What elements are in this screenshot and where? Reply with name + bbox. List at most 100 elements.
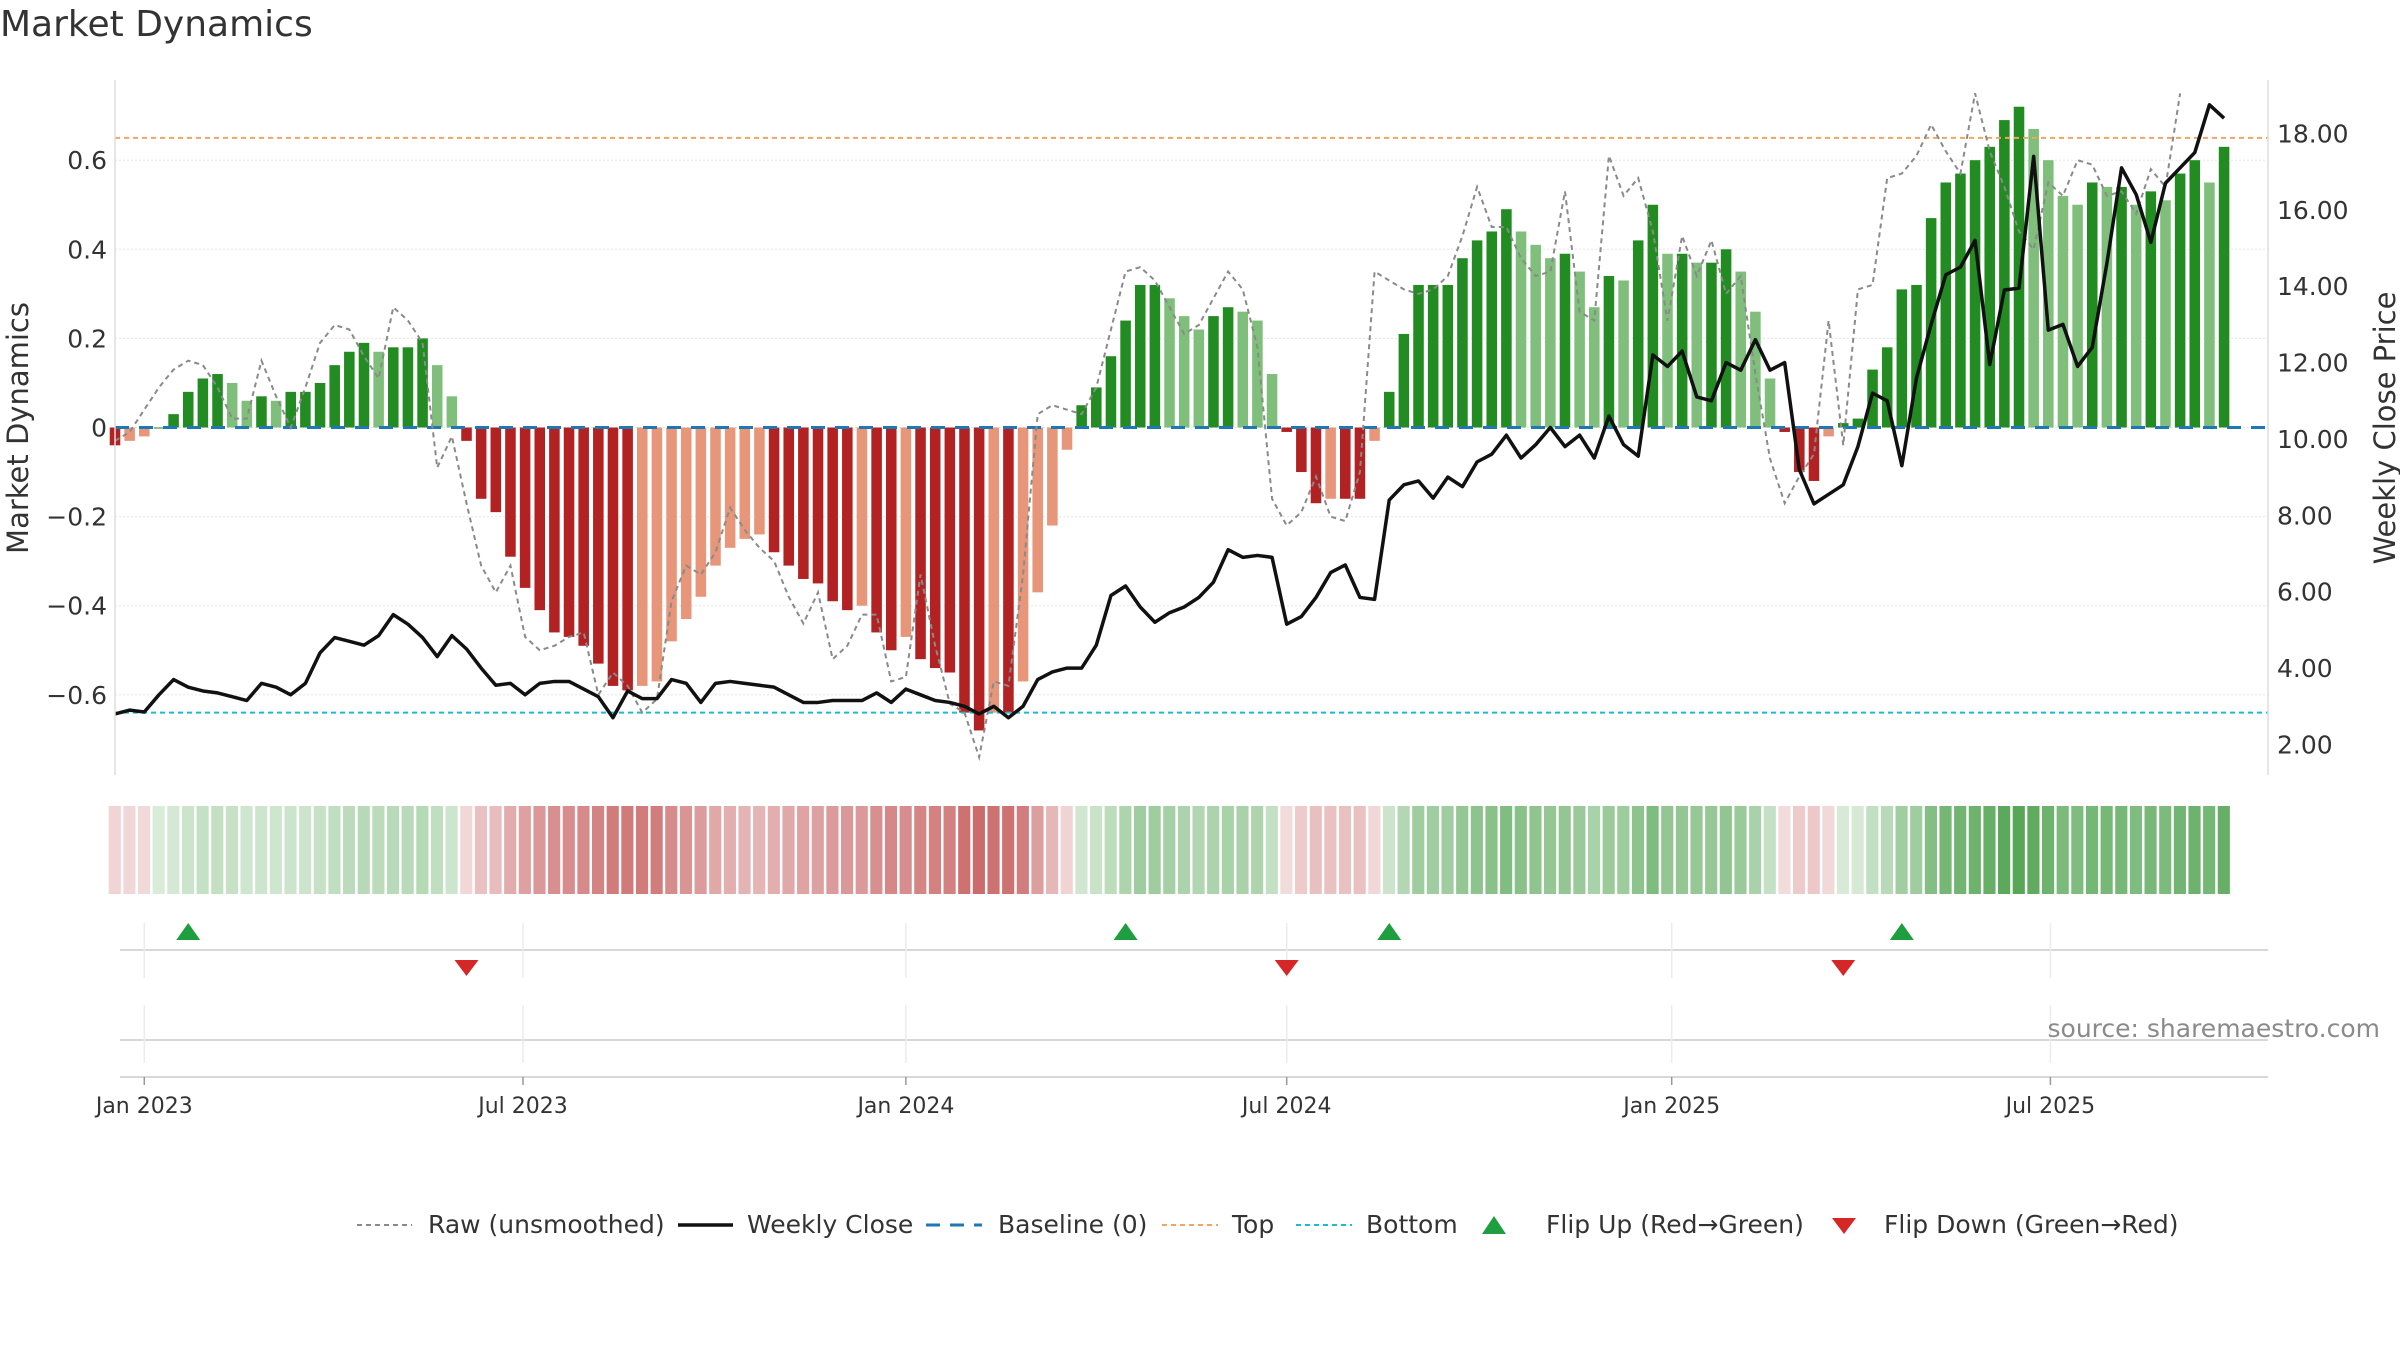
bar [2130, 204, 2142, 428]
bar [446, 396, 458, 428]
legend-baseline-label: Baseline (0) [998, 1210, 1147, 1239]
bar [1501, 209, 1512, 428]
bar [1837, 423, 1849, 428]
bar [1310, 427, 1322, 504]
band-cell [1456, 806, 1469, 894]
bar [754, 427, 765, 535]
band-cell [709, 806, 722, 894]
bar [1471, 240, 1483, 428]
right-tick-label: 12.00 [2277, 349, 2349, 378]
band-cell [1441, 806, 1454, 894]
band-cell [372, 806, 385, 894]
bar [373, 351, 384, 428]
band-cell [738, 806, 751, 894]
bar [1896, 289, 1908, 428]
band-cell [445, 806, 458, 894]
bar [959, 427, 970, 713]
bar [973, 427, 985, 731]
band-cell [1309, 806, 1322, 894]
right-tick-label: 8.00 [2277, 501, 2333, 530]
grid-layer [115, 159, 2268, 696]
bar [1779, 427, 1790, 432]
band-cell [1031, 806, 1044, 894]
legend-flip-down-marker [1832, 1218, 1856, 1234]
band-cell [225, 806, 238, 894]
band-cell [1573, 806, 1586, 894]
band-cell [650, 806, 663, 894]
right-tick-label: 2.00 [2277, 730, 2333, 759]
axis-layer: −0.6 −0.4 −0.2 0 0.2 0.4 0.6 2.00 4.00 6.00 8.00 10… [1, 80, 2400, 775]
bar [1955, 173, 1966, 428]
bar [1706, 262, 1717, 428]
band-cell [1426, 806, 1439, 894]
band-cell [870, 806, 883, 894]
band-cell [811, 806, 824, 894]
left-tick-label: 0.4 [67, 235, 107, 264]
legend-flip-down-label: Flip Down (Green→Red) [1884, 1210, 2179, 1239]
band-cell [606, 806, 619, 894]
band-cell [1792, 806, 1806, 894]
band-cell [460, 806, 473, 894]
band-cell [1060, 806, 1073, 894]
band-cell [357, 806, 370, 894]
band-cell [1631, 806, 1645, 894]
band-cell [533, 806, 546, 894]
band-cell [2203, 806, 2216, 894]
bar [1603, 276, 1615, 428]
chart-title: Market Dynamics [0, 4, 313, 45]
band-cell [211, 806, 224, 894]
bar [182, 391, 194, 428]
bar [578, 427, 589, 646]
band-cell [1368, 806, 1381, 894]
band-cell [753, 806, 766, 894]
bar [2043, 160, 2054, 428]
bar [636, 427, 648, 686]
bar [241, 400, 253, 428]
bar [1823, 427, 1834, 437]
bar [944, 427, 956, 673]
legend-item-raw: Raw (unsmoothed) [357, 1210, 665, 1239]
band-cell [196, 806, 209, 894]
band-cell [1236, 806, 1249, 894]
bar [1252, 320, 1263, 428]
band-cell [723, 806, 736, 894]
band-cell [1500, 806, 1513, 894]
bar [651, 427, 663, 682]
band-cell [826, 806, 839, 894]
bar [1618, 280, 1629, 428]
band-cell [2012, 806, 2025, 894]
bar [2116, 186, 2127, 428]
band-cell [1968, 806, 1981, 894]
flip-up-marker [176, 923, 201, 940]
bar [593, 427, 604, 664]
bar [1442, 284, 1454, 428]
bar [1061, 427, 1073, 450]
flip-up-marker [1377, 923, 1402, 940]
bar [417, 338, 428, 428]
bar [1340, 427, 1351, 499]
band-cell [401, 806, 414, 894]
bar [988, 427, 1000, 713]
band-cell [1280, 806, 1293, 894]
flip-up-marker [1113, 923, 1138, 940]
bar [1193, 329, 1205, 428]
bar [475, 427, 487, 499]
bar [2204, 182, 2215, 428]
x-tick-label: Jul 2025 [2004, 1094, 2096, 1119]
band-cell [2041, 806, 2055, 894]
band-cell [1675, 806, 1688, 894]
band-cell [1133, 806, 1147, 894]
bar [1237, 311, 1249, 428]
bar [2160, 200, 2171, 428]
right-axis-label: Weekly Close Price [2368, 292, 2400, 565]
bar [285, 391, 297, 428]
bar [2072, 204, 2083, 428]
band-cell [1690, 806, 1703, 894]
band-cell [958, 806, 971, 894]
legend-item-close: Weekly Close [678, 1210, 913, 1239]
band-cell [1763, 806, 1776, 894]
band-cell [1485, 806, 1498, 894]
bar [1764, 378, 1776, 428]
right-tick-label: 14.00 [2277, 272, 2349, 301]
line-layer [114, 93, 2268, 762]
